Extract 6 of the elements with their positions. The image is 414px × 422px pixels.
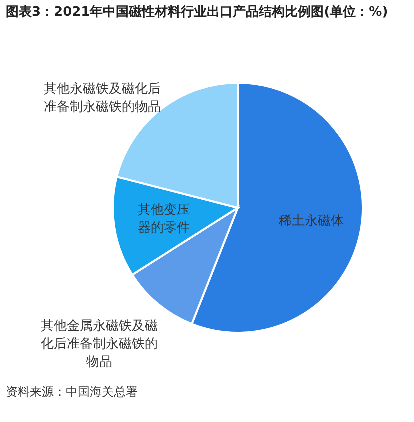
slice-label: 其他金属永磁铁及磁化后准备制永磁铁的物品: [40, 318, 158, 372]
slice-label: 稀土永磁体: [278, 213, 346, 232]
slice-label: 其他变压器的零件: [136, 202, 191, 238]
slice-label: 其他永磁铁及磁化后准备制永磁铁的物品: [44, 81, 162, 118]
text: 资料来源：中国海关总署: [6, 384, 138, 401]
title: 图表3：2021年中国磁性材料行业出口产品结构比例图(单位：%): [6, 4, 390, 22]
